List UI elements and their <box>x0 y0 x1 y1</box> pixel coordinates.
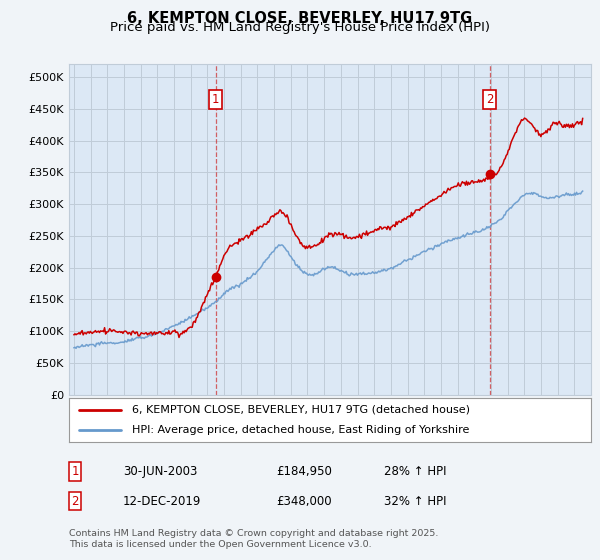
Text: 28% ↑ HPI: 28% ↑ HPI <box>384 465 446 478</box>
Text: £184,950: £184,950 <box>276 465 332 478</box>
Text: 30-JUN-2003: 30-JUN-2003 <box>123 465 197 478</box>
Text: Price paid vs. HM Land Registry's House Price Index (HPI): Price paid vs. HM Land Registry's House … <box>110 21 490 34</box>
Text: 32% ↑ HPI: 32% ↑ HPI <box>384 494 446 508</box>
Text: 2: 2 <box>71 494 79 508</box>
Text: 6, KEMPTON CLOSE, BEVERLEY, HU17 9TG: 6, KEMPTON CLOSE, BEVERLEY, HU17 9TG <box>127 11 473 26</box>
Text: Contains HM Land Registry data © Crown copyright and database right 2025.
This d: Contains HM Land Registry data © Crown c… <box>69 529 439 549</box>
Text: £348,000: £348,000 <box>276 494 332 508</box>
Text: 2: 2 <box>486 92 493 106</box>
Text: 1: 1 <box>212 92 220 106</box>
Text: 12-DEC-2019: 12-DEC-2019 <box>123 494 202 508</box>
Text: 1: 1 <box>71 465 79 478</box>
Text: 6, KEMPTON CLOSE, BEVERLEY, HU17 9TG (detached house): 6, KEMPTON CLOSE, BEVERLEY, HU17 9TG (de… <box>131 405 470 415</box>
Text: HPI: Average price, detached house, East Riding of Yorkshire: HPI: Average price, detached house, East… <box>131 425 469 435</box>
